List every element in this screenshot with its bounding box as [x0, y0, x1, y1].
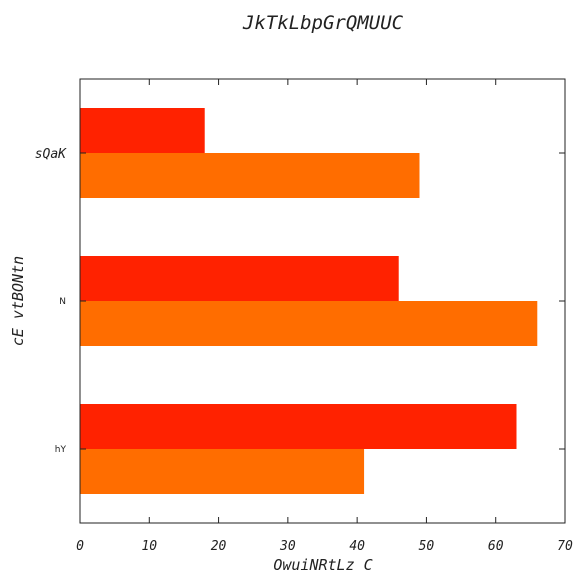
x-tick-label-30: 30: [279, 539, 296, 554]
x-tick-label-60: 60: [488, 539, 504, 554]
x-tick-label-10: 10: [141, 539, 157, 554]
bars-group: [80, 108, 538, 494]
bar-hy-series-2: [80, 449, 365, 494]
y-axis-label: cE vtBONtn: [9, 256, 27, 346]
bar-sqak-series-2: [80, 153, 420, 198]
bar-n-series-2: [80, 301, 538, 346]
x-axis-ticks: 0 10 20 30 40 50 60 70: [76, 79, 573, 554]
y-tick-label-n: N: [59, 297, 66, 307]
y-axis-ticks: sQaK NhY: [35, 147, 565, 455]
chart-title: JkTkLbpGrQMUUC: [242, 12, 404, 34]
plot-frame: [79, 78, 566, 524]
x-tick-label-70: 70: [557, 539, 573, 554]
x-axis-label: OwuiNRtLz C: [273, 556, 372, 574]
x-tick-label-20: 20: [211, 539, 227, 554]
bar-hy-series-1: [80, 404, 517, 449]
bar-n-series-1: [80, 256, 399, 301]
y-tick-label-hy: hY: [55, 445, 67, 455]
x-tick-label-50: 50: [419, 539, 435, 554]
bar-sqak-series-1: [80, 108, 205, 153]
y-tick-label-sqak: sQaK: [35, 147, 67, 162]
x-tick-label-0: 0: [76, 539, 84, 554]
x-tick-label-40: 40: [349, 539, 365, 554]
